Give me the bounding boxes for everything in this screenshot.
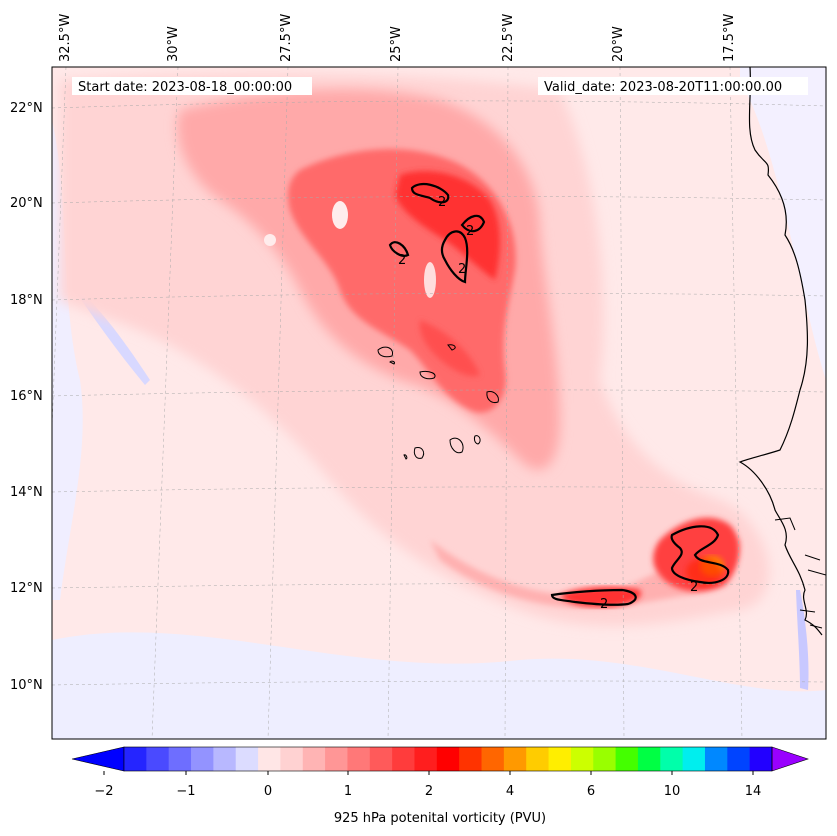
valid-date-text: Valid_date: 2023-08-20T11:00:00.00	[544, 80, 782, 95]
colorbar-tick-label: 4	[506, 784, 514, 799]
colorbar	[71, 746, 809, 772]
colorbar-segment	[124, 747, 147, 771]
lat-label: 18°N	[10, 293, 43, 308]
colorbar-segment	[347, 747, 371, 771]
colorbar-segment	[369, 747, 393, 771]
pv-2-contours-thin	[377, 344, 499, 460]
pv-peak-red	[686, 558, 722, 586]
blue-streak-2	[796, 590, 809, 690]
low-pv-hole-2	[424, 262, 436, 298]
colorbar-tick-label: −1	[176, 784, 195, 799]
colorbar-tick-label: 10	[664, 784, 681, 799]
lat-label: 12°N	[10, 581, 43, 596]
contour-label: 2	[398, 253, 406, 268]
longitude-labels: 32.5°W 30°W 27.5°W 25°W 22.5°W 20°W 17.5…	[58, 14, 737, 62]
colorbar-segment	[459, 747, 483, 771]
lon-label: 17.5°W	[722, 14, 737, 62]
colorbar-segment	[682, 747, 706, 771]
lat-label: 22°N	[10, 101, 43, 116]
lat-label: 20°N	[10, 196, 43, 211]
colorbar-segment	[660, 747, 684, 771]
colorbar-segment	[280, 747, 304, 771]
lat-label: 14°N	[10, 485, 43, 500]
colorbar-segment	[704, 747, 728, 771]
colorbar-segment	[593, 747, 617, 771]
colorbar-segment	[146, 747, 170, 771]
colorbar-tick-label: 6	[587, 784, 595, 799]
colorbar-tick-label: −2	[94, 784, 113, 799]
colorbar-segment	[548, 747, 572, 771]
colorbar-segment	[392, 747, 415, 771]
contour-label: 2	[690, 580, 698, 595]
contour-label: 2	[466, 224, 474, 239]
pv-core-inner	[395, 171, 500, 280]
colorbar-tick-label: 0	[264, 784, 272, 799]
lon-label: 22.5°W	[501, 14, 516, 62]
valid-date-box	[538, 77, 808, 95]
lon-label: 30°W	[166, 26, 181, 62]
colorbar-label: 925 hPa potenital vorticity (PVU)	[334, 811, 546, 826]
pv-field: 2 2 2 2 2 2	[52, 67, 826, 739]
colorbar-tick-label: 2	[425, 784, 433, 799]
colorbar-segment	[526, 747, 550, 771]
lon-label: 20°W	[611, 26, 626, 62]
lat-label: 16°N	[10, 389, 43, 404]
colorbar-segment	[325, 747, 348, 771]
colorbar-segment	[235, 747, 259, 771]
colorbar-segment	[637, 747, 661, 771]
colorbar-tick-marks	[103, 771, 754, 775]
coastline-islands	[774, 517, 826, 629]
colorbar-segment	[615, 747, 639, 771]
colorbar-segment	[481, 747, 505, 771]
colorbar-segment	[503, 747, 527, 771]
pv-2-contours	[388, 182, 730, 606]
pv-core-mid	[419, 320, 480, 377]
plot-frame	[51, 66, 827, 740]
low-pv-hole-3	[264, 234, 276, 246]
contour-label: 2	[458, 262, 466, 277]
coastline	[738, 67, 823, 636]
colorbar-segment	[727, 747, 751, 771]
start-date-text: Start date: 2023-08-18_00:00:00	[78, 80, 292, 95]
colorbar-segment	[168, 747, 192, 771]
low-pv-patch-east	[740, 67, 826, 380]
pv-band-southeast	[430, 536, 741, 609]
colorbar-segment	[570, 747, 594, 771]
colorbar-frame	[123, 746, 773, 772]
colorbar-ticks: −2 −1 0 1 2 4 6 10 14	[94, 784, 761, 799]
colorbar-tick-label: 1	[344, 784, 352, 799]
colorbar-segment	[213, 747, 237, 771]
colorbar-tick-label: 14	[745, 784, 762, 799]
lon-label: 27.5°W	[279, 14, 294, 62]
gridlines	[52, 67, 826, 739]
low-pv-patch-south	[52, 632, 826, 739]
lon-label: 25°W	[389, 26, 404, 62]
low-pv-patch-west	[52, 120, 83, 600]
colorbar-segment	[414, 747, 438, 771]
colorbar-segment	[436, 747, 460, 771]
colorbar-segment	[258, 747, 281, 771]
lat-label: 10°N	[10, 678, 43, 693]
lon-label: 32.5°W	[58, 14, 73, 62]
low-pv-hole-1	[332, 201, 348, 229]
colorbar-arrow-low	[71, 746, 125, 772]
latitude-labels: 22°N 20°N 18°N 16°N 14°N 12°N 10°N	[10, 101, 43, 693]
colorbar-segment	[749, 747, 773, 771]
contour-label: 2	[600, 597, 608, 612]
colorbar-arrow-high	[771, 746, 809, 772]
colorbar-segment	[302, 747, 326, 771]
start-date-box	[72, 77, 312, 95]
contour-label: 2	[438, 195, 446, 210]
colorbar-segment	[191, 747, 214, 771]
